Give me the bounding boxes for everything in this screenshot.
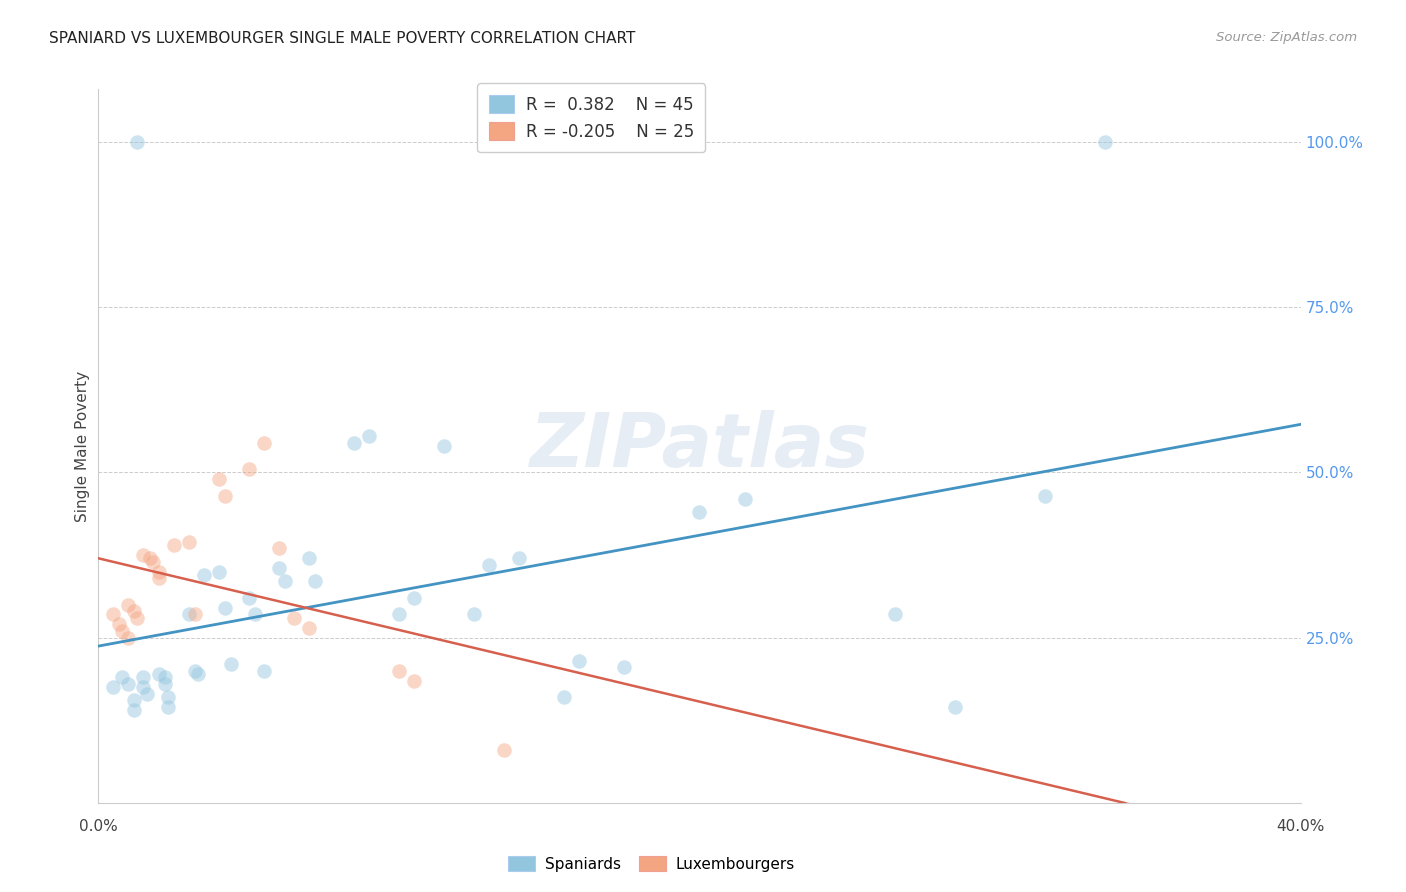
Point: [124, 693, 146, 707]
Point: [135, 687, 157, 701]
Point: [193, 567, 215, 582]
Point: [108, 617, 131, 632]
Point: [613, 660, 636, 674]
Point: [343, 435, 366, 450]
Point: [553, 690, 575, 704]
Point: [183, 664, 205, 678]
Point: [238, 591, 260, 605]
Point: [402, 673, 425, 688]
Point: [304, 574, 326, 589]
Point: [156, 690, 179, 704]
Point: [177, 534, 200, 549]
Point: [214, 600, 236, 615]
Point: [283, 611, 305, 625]
Point: [103, 607, 125, 622]
Text: 40.0%: 40.0%: [1277, 820, 1324, 834]
Point: [274, 574, 297, 589]
Point: [508, 551, 530, 566]
Point: [267, 541, 290, 556]
Point: [124, 604, 146, 618]
Point: [138, 551, 160, 566]
Point: [103, 680, 125, 694]
Point: [357, 429, 380, 443]
Point: [402, 591, 425, 605]
Point: [494, 743, 516, 757]
Point: [219, 657, 242, 671]
Point: [153, 670, 176, 684]
Point: [463, 607, 485, 622]
Point: [156, 700, 179, 714]
Point: [111, 670, 134, 684]
Point: [478, 558, 501, 572]
Point: [298, 551, 321, 566]
Point: [208, 472, 231, 486]
Point: [298, 621, 321, 635]
Point: [433, 439, 456, 453]
Point: [568, 654, 591, 668]
Point: [127, 611, 149, 625]
Point: [117, 598, 139, 612]
Point: [943, 700, 966, 714]
Point: [883, 607, 905, 622]
Point: [132, 670, 155, 684]
Point: [388, 607, 411, 622]
Point: [141, 555, 163, 569]
Point: [117, 631, 139, 645]
Point: [148, 565, 170, 579]
Point: [253, 664, 276, 678]
Point: [388, 664, 411, 678]
Point: [162, 538, 184, 552]
Point: [153, 677, 176, 691]
Text: Source: ZipAtlas.com: Source: ZipAtlas.com: [1216, 31, 1357, 45]
Point: [214, 489, 236, 503]
Point: [238, 462, 260, 476]
Point: [148, 571, 170, 585]
Point: [267, 561, 290, 575]
Point: [734, 491, 756, 506]
Text: ZIPatlas: ZIPatlas: [530, 409, 869, 483]
Point: [689, 505, 711, 519]
Point: [132, 680, 155, 694]
Point: [177, 607, 200, 622]
Point: [243, 607, 266, 622]
Point: [1094, 135, 1116, 149]
Point: [127, 135, 149, 149]
Point: [1033, 489, 1056, 503]
Point: [111, 624, 134, 638]
Y-axis label: Single Male Poverty: Single Male Poverty: [75, 370, 90, 522]
Point: [253, 435, 276, 450]
Point: [132, 548, 155, 562]
Legend: Spaniards, Luxembourgers: Spaniards, Luxembourgers: [502, 850, 801, 878]
Point: [117, 677, 139, 691]
Point: [183, 607, 205, 622]
Text: SPANIARD VS LUXEMBOURGER SINGLE MALE POVERTY CORRELATION CHART: SPANIARD VS LUXEMBOURGER SINGLE MALE POV…: [49, 31, 636, 46]
Point: [124, 703, 146, 717]
Point: [208, 565, 231, 579]
Point: [187, 667, 209, 681]
Point: [148, 667, 170, 681]
Text: 0.0%: 0.0%: [79, 820, 118, 834]
